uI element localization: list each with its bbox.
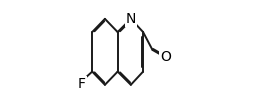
Text: F: F <box>78 77 86 91</box>
Text: N: N <box>126 12 136 26</box>
Text: O: O <box>160 50 171 64</box>
